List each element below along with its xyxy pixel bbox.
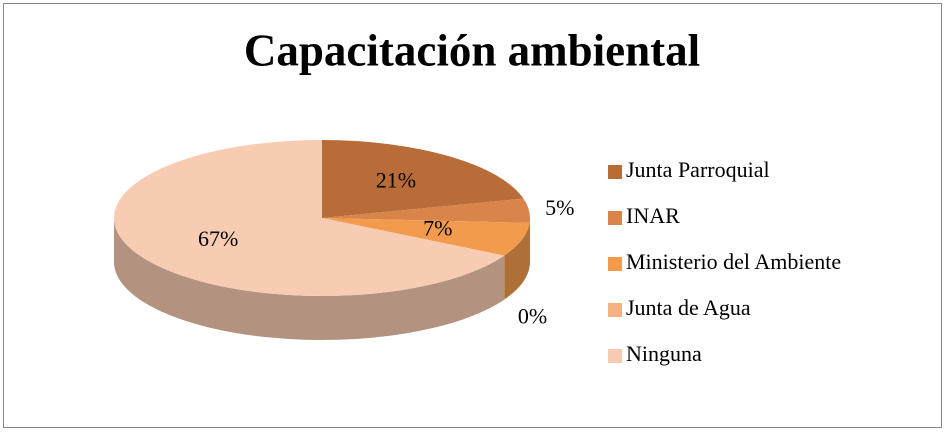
legend-label: Junta de Agua [626,295,751,320]
slice [322,140,524,218]
legend-label: Ministerio del Ambiente [626,249,841,274]
slice [114,140,505,296]
legend-swatch [608,211,622,225]
data-label: 21% [376,167,416,192]
legend-swatch [608,303,622,317]
legend-label: Junta Parroquial [626,157,770,182]
data-label: 7% [423,216,452,241]
data-label: 0% [518,303,547,328]
slice [322,198,530,223]
legend-swatch [608,257,622,271]
data-label: 67% [198,226,238,251]
slice-side [504,222,530,300]
data-label: 5% [545,195,574,220]
slice [322,218,530,256]
slice-side [113,218,505,340]
legend-label: INAR [626,203,680,228]
legend-swatch [608,349,622,363]
legend-label: Ninguna [626,341,702,366]
chart-title: Capacitación ambiental [244,25,700,75]
legend-swatch [608,165,622,179]
